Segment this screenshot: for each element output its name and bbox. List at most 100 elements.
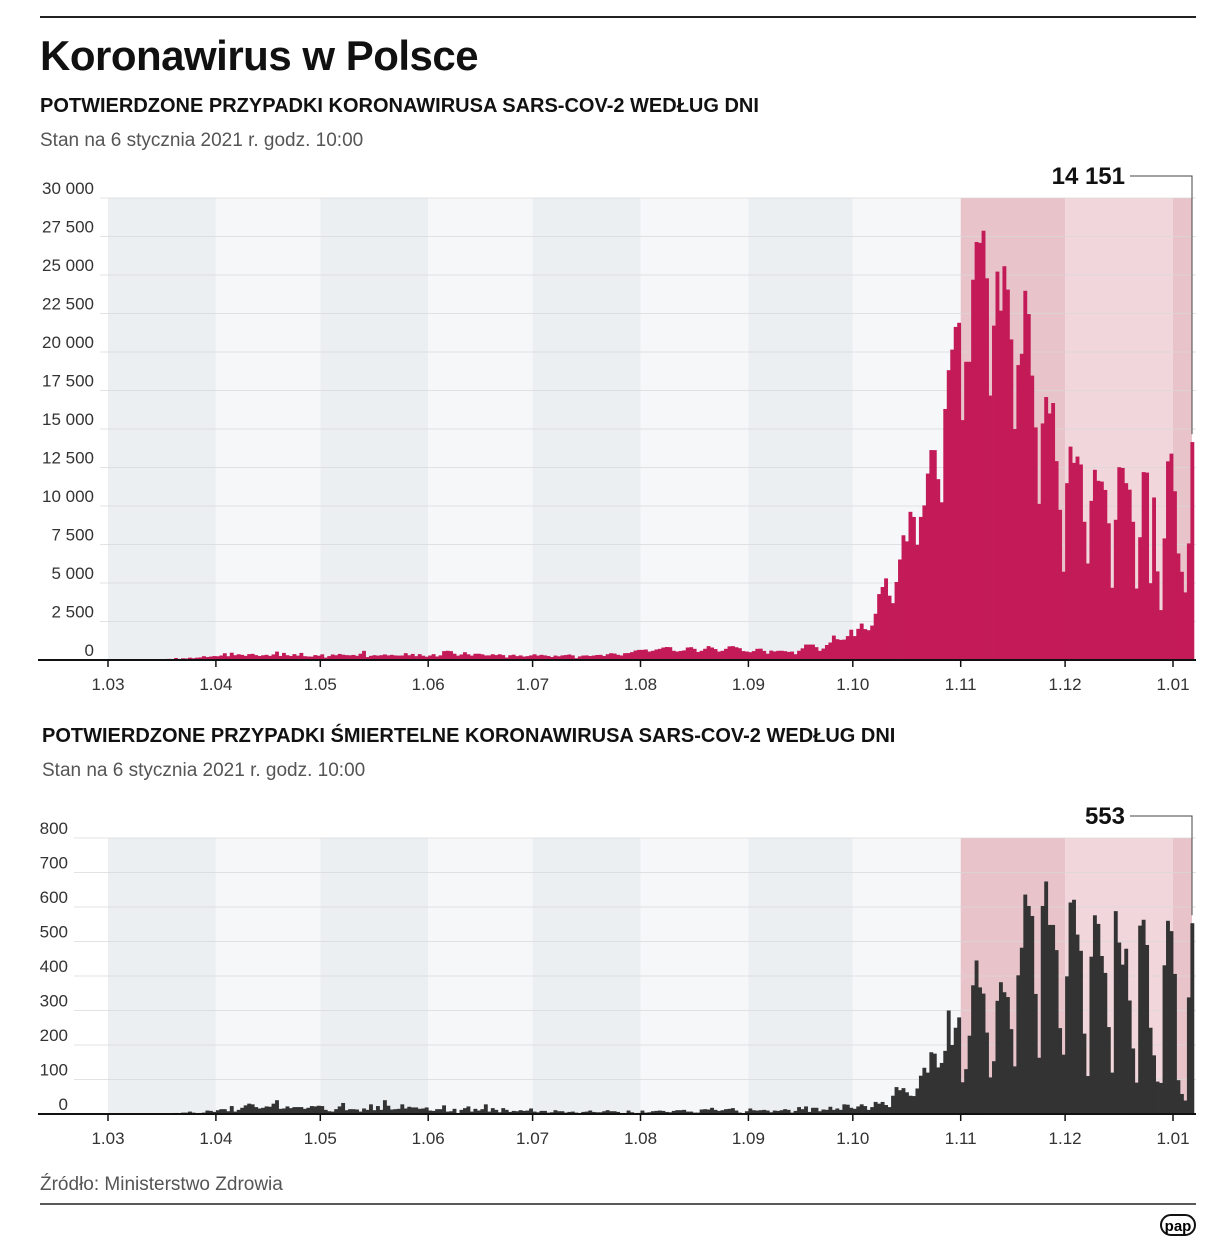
x-tick-label: 1.01	[1156, 1129, 1189, 1148]
bar	[598, 654, 603, 660]
bar	[898, 1090, 902, 1114]
bar	[226, 1111, 231, 1114]
bar	[755, 648, 760, 660]
bar	[278, 655, 283, 660]
x-tick-label: 1.07	[516, 1129, 549, 1148]
bar	[247, 654, 252, 660]
bar	[943, 408, 948, 660]
bar	[849, 629, 854, 660]
bar	[292, 1107, 297, 1114]
bar	[1085, 563, 1090, 660]
bar	[974, 241, 979, 660]
bar	[1082, 521, 1087, 660]
bar	[783, 651, 788, 660]
bar	[275, 651, 279, 660]
bar	[1023, 290, 1028, 660]
bar	[964, 361, 969, 660]
bar	[737, 648, 742, 660]
bar	[626, 1110, 631, 1114]
bar	[856, 1106, 861, 1114]
bar	[946, 1010, 951, 1114]
bar	[466, 654, 471, 660]
bar	[859, 623, 864, 660]
bar	[595, 654, 600, 660]
x-tick-label: 1.12	[1049, 1129, 1082, 1148]
bar	[936, 1067, 941, 1114]
bar	[483, 1104, 488, 1114]
bar	[779, 650, 784, 660]
bar	[1009, 339, 1014, 660]
bar	[1162, 965, 1167, 1114]
bar	[511, 1110, 516, 1114]
bar	[396, 1108, 401, 1114]
bar	[264, 654, 269, 660]
bar	[236, 1109, 241, 1114]
bar	[341, 1102, 346, 1114]
bar	[344, 1110, 349, 1114]
bar	[640, 1110, 645, 1114]
bar	[1138, 537, 1143, 660]
bar	[650, 1111, 655, 1114]
bar	[710, 1107, 714, 1114]
bar	[779, 1110, 784, 1114]
bar	[863, 629, 868, 660]
bar	[807, 644, 812, 660]
bar	[400, 1104, 405, 1114]
bar	[647, 651, 652, 660]
bar	[295, 655, 300, 660]
bar	[1054, 950, 1059, 1114]
bar	[208, 1110, 213, 1114]
bar	[758, 648, 763, 660]
bar	[417, 654, 422, 660]
bar	[1113, 519, 1118, 660]
bar	[417, 1108, 422, 1114]
bar	[215, 656, 220, 660]
y-tick-label: 200	[40, 1026, 68, 1045]
bar	[925, 1072, 930, 1114]
bar	[240, 1107, 245, 1114]
bar	[877, 1103, 882, 1114]
bar	[870, 1107, 875, 1114]
bar	[1047, 413, 1052, 660]
bar	[842, 639, 847, 660]
y-tick-label: 2 500	[51, 603, 94, 622]
bar	[553, 655, 558, 660]
bar	[431, 654, 436, 660]
bar	[487, 1111, 492, 1114]
bar	[407, 1106, 412, 1114]
bar	[1026, 905, 1031, 1114]
bar	[355, 1109, 359, 1114]
bar	[852, 636, 857, 660]
x-tick-label: 1.08	[624, 1129, 657, 1148]
bar	[438, 1109, 443, 1114]
bar	[469, 1111, 474, 1114]
bar	[661, 1110, 666, 1114]
y-tick-label: 600	[40, 888, 68, 907]
bar	[654, 649, 659, 660]
bar	[814, 647, 819, 660]
bar	[508, 655, 513, 660]
bar	[905, 541, 909, 660]
bar	[978, 242, 982, 660]
bar	[250, 653, 255, 660]
bar	[1065, 483, 1069, 660]
bar	[389, 1109, 394, 1114]
bar	[560, 1111, 565, 1114]
bar	[215, 1110, 220, 1114]
bar	[831, 1109, 836, 1114]
bar	[821, 648, 826, 660]
bar	[382, 1100, 387, 1114]
bar	[567, 1111, 572, 1114]
bar	[546, 655, 551, 660]
bar	[960, 420, 965, 660]
bar	[953, 1027, 958, 1114]
bar	[1054, 461, 1059, 660]
bar	[386, 655, 391, 660]
pap-logo: pap	[1160, 1214, 1196, 1236]
bar	[797, 650, 801, 660]
bar	[1141, 919, 1146, 1114]
bar	[918, 516, 923, 660]
bar	[449, 651, 453, 660]
